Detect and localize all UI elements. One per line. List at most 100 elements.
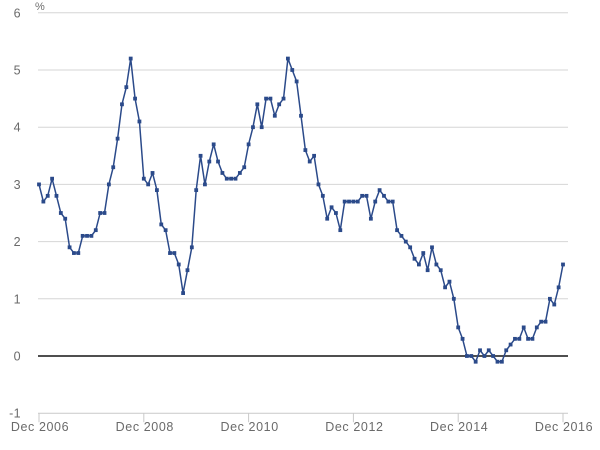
data-point-marker bbox=[543, 319, 548, 324]
y-tick-label: 2 bbox=[14, 235, 21, 249]
data-point-marker bbox=[233, 176, 238, 181]
data-point-marker bbox=[534, 325, 539, 330]
data-point-marker bbox=[168, 251, 172, 255]
data-point-marker bbox=[45, 193, 50, 198]
data-point-marker bbox=[137, 119, 142, 124]
data-point-marker bbox=[133, 96, 137, 101]
data-point-marker bbox=[198, 153, 203, 158]
data-point-marker bbox=[486, 348, 491, 353]
data-point-marker bbox=[172, 251, 177, 255]
data-point-marker bbox=[303, 148, 308, 152]
data-point-marker bbox=[272, 113, 277, 118]
data-point-marker bbox=[377, 188, 382, 193]
data-point-marker bbox=[469, 354, 474, 358]
data-point-marker bbox=[399, 233, 404, 238]
data-point-marker bbox=[89, 233, 94, 238]
data-point-marker bbox=[312, 153, 316, 158]
data-point-marker bbox=[251, 125, 255, 130]
data-point-marker bbox=[403, 239, 408, 244]
data-point-marker bbox=[325, 216, 330, 221]
data-point-marker bbox=[181, 291, 185, 295]
data-point-marker bbox=[115, 136, 120, 141]
y-tick-label: 5 bbox=[14, 64, 21, 78]
data-point-marker bbox=[102, 211, 107, 215]
data-point-marker bbox=[237, 171, 242, 175]
data-point-marker bbox=[93, 228, 98, 233]
data-point-marker bbox=[382, 193, 386, 198]
data-point-marker bbox=[386, 199, 391, 204]
data-point-marker bbox=[351, 199, 356, 204]
data-point-marker bbox=[360, 193, 365, 198]
data-point-marker bbox=[443, 285, 447, 290]
data-point-marker bbox=[37, 182, 41, 187]
data-point-marker bbox=[76, 251, 81, 255]
data-point-marker bbox=[504, 348, 509, 353]
data-point-marker bbox=[412, 256, 417, 261]
data-point-marker bbox=[556, 285, 561, 290]
x-tick-label: Dec 2012 bbox=[325, 420, 383, 434]
data-point-marker bbox=[373, 199, 378, 204]
data-point-marker bbox=[290, 68, 295, 72]
data-line bbox=[38, 57, 564, 363]
data-point-marker bbox=[456, 325, 461, 330]
data-point-marker bbox=[203, 182, 207, 187]
data-point-marker bbox=[513, 336, 517, 341]
data-point-marker bbox=[421, 251, 426, 255]
data-point-marker bbox=[530, 336, 535, 341]
data-point-marker bbox=[72, 251, 76, 255]
data-point-marker bbox=[548, 296, 552, 301]
data-point-marker bbox=[268, 96, 273, 101]
data-point-marker bbox=[517, 336, 522, 341]
data-point-marker bbox=[246, 142, 251, 147]
data-point-marker bbox=[364, 193, 369, 198]
x-tick-label: Dec 2016 bbox=[535, 420, 593, 434]
x-tick-label: Dec 2014 bbox=[430, 420, 488, 434]
data-point-marker bbox=[63, 216, 68, 221]
data-point-marker bbox=[329, 205, 334, 210]
data-point-marker bbox=[521, 325, 526, 330]
data-point-marker bbox=[189, 245, 194, 250]
data-point-marker bbox=[425, 268, 430, 273]
data-point-marker bbox=[207, 159, 212, 164]
data-point-marker bbox=[146, 182, 151, 187]
data-point-marker bbox=[242, 165, 247, 170]
data-point-marker bbox=[430, 245, 434, 250]
data-point-marker bbox=[307, 159, 312, 164]
data-point-marker bbox=[465, 354, 469, 358]
y-tick-label: 0 bbox=[14, 350, 21, 364]
data-point-marker bbox=[211, 142, 216, 147]
data-point-marker bbox=[259, 125, 264, 130]
data-point-marker bbox=[220, 171, 225, 175]
data-point-marker bbox=[473, 359, 478, 364]
data-point-marker bbox=[499, 359, 504, 364]
data-point-marker bbox=[286, 56, 290, 61]
data-point-marker bbox=[176, 262, 181, 267]
data-point-marker bbox=[552, 302, 557, 307]
data-point-marker bbox=[255, 102, 260, 107]
data-point-marker bbox=[434, 262, 439, 267]
data-point-marker bbox=[106, 182, 111, 187]
data-point-marker bbox=[229, 176, 234, 181]
data-point-marker bbox=[120, 102, 124, 107]
y-tick-label: 6 bbox=[14, 6, 21, 20]
data-point-marker bbox=[478, 348, 482, 353]
data-point-marker bbox=[264, 96, 268, 101]
data-point-marker bbox=[347, 199, 351, 204]
data-point-marker bbox=[338, 228, 343, 233]
data-point-marker bbox=[539, 319, 544, 324]
y-axis-unit-label: % bbox=[35, 1, 46, 13]
data-point-marker bbox=[111, 165, 116, 170]
data-point-marker bbox=[320, 193, 325, 198]
data-point-marker bbox=[281, 96, 286, 101]
data-point-marker bbox=[163, 228, 168, 233]
data-point-marker bbox=[342, 199, 347, 204]
data-point-marker bbox=[185, 268, 190, 273]
data-point-marker bbox=[408, 245, 413, 250]
y-tick-label: 4 bbox=[14, 121, 21, 135]
data-point-marker bbox=[561, 262, 565, 267]
data-point-marker bbox=[390, 199, 395, 204]
data-point-marker bbox=[460, 336, 465, 341]
y-tick-label: -1 bbox=[9, 407, 21, 421]
